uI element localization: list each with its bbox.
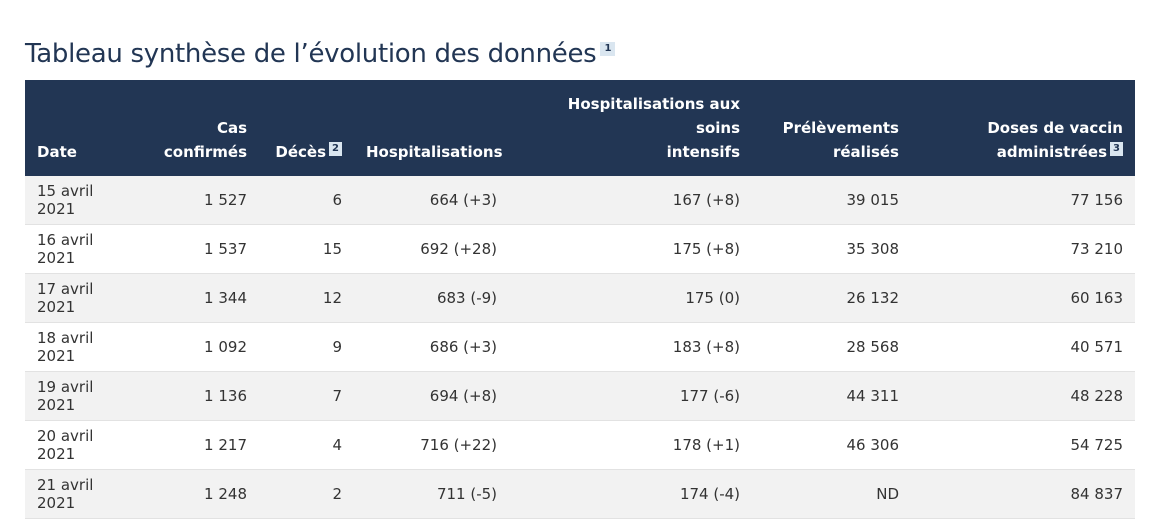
table-row: 19 avril 2021 1 136 7 694 (+8) 177 (-6) 44 31… [25,371,1135,421]
vaccine-doses-cell: 40 571 [911,322,1135,372]
data-table: Date Cas confirmés Décès 2 Hospitalisation… [25,80,1135,519]
table-row: 20 avril 2021 1 217 4 716 (+22) 178 (+1) 46 3… [25,420,1135,470]
tests-cell: 28 568 [752,322,911,372]
tests-cell: 46 306 [752,420,911,470]
icu-cell: 175 (0) [509,273,752,323]
icu-cell: 174 (-4) [509,469,752,519]
vaccine-doses-cell: 54 725 [911,420,1135,470]
cases-cell: 1 248 [147,469,259,519]
date-cell: 17 avril 2021 [25,273,147,323]
cases-cell: 1 527 [147,176,259,225]
hospitalizations-cell: 711 (-5) [354,469,509,519]
icu-cell: 175 (+8) [509,224,752,274]
vaccine-doses-cell: 77 156 [911,176,1135,225]
deaths-cell: 15 [259,224,354,274]
cases-cell: 1 537 [147,224,259,274]
col-header-deaths: Décès 2 [259,80,354,176]
deaths-cell: 4 [259,420,354,470]
vaccine-doses-cell: 48 228 [911,371,1135,421]
table-row: 18 avril 2021 1 092 9 686 (+3) 183 (+8) 28 56… [25,322,1135,372]
cases-cell: 1 092 [147,322,259,372]
tests-cell: 35 308 [752,224,911,274]
deaths-cell: 2 [259,469,354,519]
table-body: 15 avril 2021 1 527 6 664 (+3) 167 (+8) 39 01… [25,176,1135,519]
table-row: 21 avril 2021 1 248 2 711 (-5) 174 (-4) ND 84 … [25,469,1135,519]
deaths-cell: 6 [259,176,354,225]
icu-cell: 183 (+8) [509,322,752,372]
col-header-icu: Hospitalisations aux soins intensifs [509,80,752,176]
header-row: Date Cas confirmés Décès 2 Hospitalisation… [25,80,1135,176]
date-cell: 15 avril 2021 [25,176,147,225]
deaths-footnote-link[interactable]: 2 [329,142,342,156]
table-row: 17 avril 2021 1 344 12 683 (-9) 175 (0) 26 13… [25,273,1135,323]
icu-cell: 178 (+1) [509,420,752,470]
tests-cell: 26 132 [752,273,911,323]
tests-cell: ND [752,469,911,519]
tests-cell: 44 311 [752,371,911,421]
col-header-tests: Prélèvements réalisés [752,80,911,176]
page-title: Tableau synthèse de l’évolution des donn… [25,36,1135,80]
deaths-cell: 12 [259,273,354,323]
col-header-vaccine-doses: Doses de vaccin administrées 3 [911,80,1135,176]
icu-cell: 167 (+8) [509,176,752,225]
date-cell: 18 avril 2021 [25,322,147,372]
vaccine-footnote-link[interactable]: 3 [1110,142,1123,156]
vaccine-doses-cell: 73 210 [911,224,1135,274]
summary-section: Tableau synthèse de l’évolution des donn… [25,36,1135,519]
col-header-date: Date [25,80,147,176]
date-cell: 19 avril 2021 [25,371,147,421]
vaccine-doses-cell: 84 837 [911,469,1135,519]
date-cell: 16 avril 2021 [25,224,147,274]
table-row: 16 avril 2021 1 537 15 692 (+28) 175 (+8) 35 … [25,224,1135,274]
col-header-hospitalizations: Hospitalisations [354,80,509,176]
title-footnote-link[interactable]: 1 [600,42,616,56]
deaths-cell: 7 [259,371,354,421]
hospitalizations-cell: 683 (-9) [354,273,509,323]
hospitalizations-cell: 692 (+28) [354,224,509,274]
date-cell: 20 avril 2021 [25,420,147,470]
cases-cell: 1 136 [147,371,259,421]
table-header: Date Cas confirmés Décès 2 Hospitalisation… [25,80,1135,176]
cases-cell: 1 217 [147,420,259,470]
hospitalizations-cell: 686 (+3) [354,322,509,372]
col-header-cases: Cas confirmés [147,80,259,176]
hospitalizations-cell: 694 (+8) [354,371,509,421]
date-cell: 21 avril 2021 [25,469,147,519]
icu-cell: 177 (-6) [509,371,752,421]
deaths-cell: 9 [259,322,354,372]
title-text: Tableau synthèse de l’évolution des donn… [25,39,597,69]
hospitalizations-cell: 716 (+22) [354,420,509,470]
cases-cell: 1 344 [147,273,259,323]
tests-cell: 39 015 [752,176,911,225]
table-row: 15 avril 2021 1 527 6 664 (+3) 167 (+8) 39 01… [25,176,1135,225]
vaccine-doses-cell: 60 163 [911,273,1135,323]
hospitalizations-cell: 664 (+3) [354,176,509,225]
